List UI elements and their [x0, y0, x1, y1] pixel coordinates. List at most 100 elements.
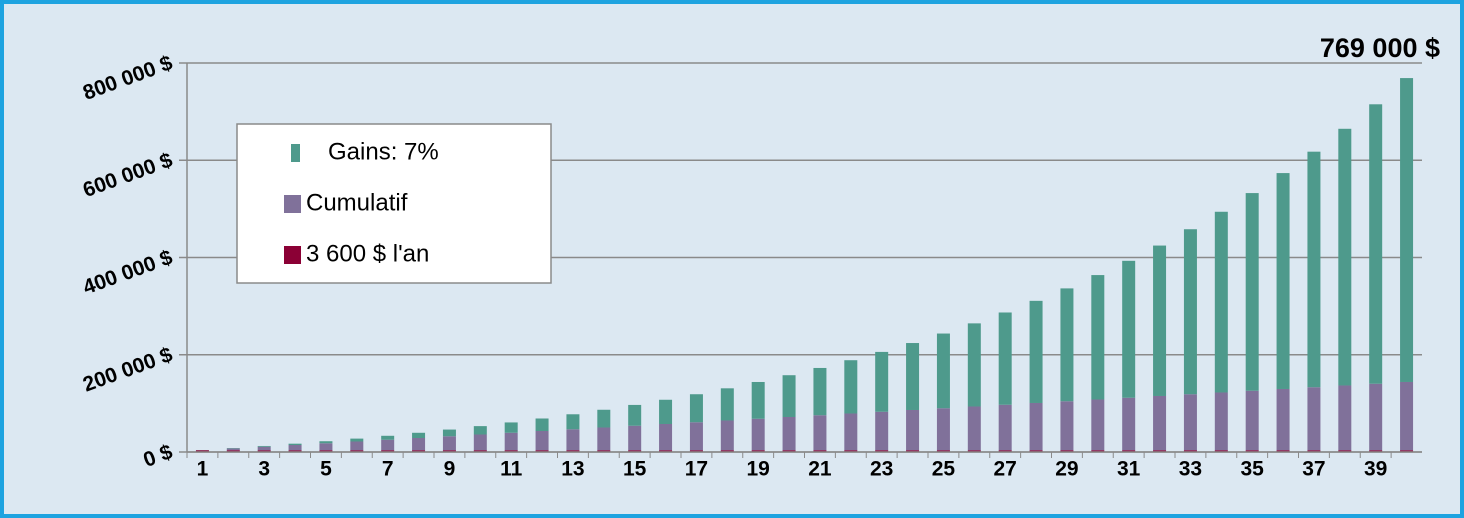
bar-segment: [720, 420, 734, 451]
bar-segment: [844, 360, 858, 414]
bar-segment: [1245, 193, 1259, 391]
bar-segment: [504, 450, 518, 452]
bar-segment: [226, 450, 240, 452]
x-tick-label: 35: [1241, 458, 1265, 481]
bar-segment: [597, 409, 611, 428]
bar-segment: [504, 422, 518, 433]
bar-segment: [350, 450, 364, 452]
bar-segment: [473, 434, 487, 451]
bar-segment: [257, 445, 271, 447]
x-tick-label: 7: [382, 458, 394, 481]
bar-segment: [844, 450, 858, 452]
bar-segment: [473, 426, 487, 435]
bar-segment: [782, 375, 796, 417]
bar-segment: [1183, 450, 1197, 452]
bar-segment: [1029, 402, 1043, 451]
bar-segment: [1153, 450, 1167, 452]
legend-marker: [291, 144, 300, 162]
bar-segment: [195, 450, 209, 452]
x-tick-label: 19: [747, 458, 770, 481]
bar-segment: [1276, 450, 1290, 452]
bar-segment: [1214, 450, 1228, 452]
x-tick-label: 3: [258, 458, 270, 481]
bar-segment: [1122, 397, 1136, 451]
bar-segment: [566, 414, 580, 430]
bar-segment: [412, 432, 426, 438]
x-tick-label: 27: [994, 458, 1017, 481]
bar-segment: [412, 450, 426, 452]
bar-segment: [875, 351, 889, 412]
bar-segment: [751, 450, 765, 452]
bar-segment: [1153, 395, 1167, 451]
bar-segment: [659, 423, 673, 451]
x-tick-label: 11: [500, 458, 523, 481]
bar-segment: [1029, 300, 1043, 403]
bar-segment: [319, 450, 333, 452]
x-tick-label: 23: [870, 458, 893, 481]
bar-segment: [844, 413, 858, 451]
bar-segment: [504, 432, 518, 451]
bar-segment: [875, 411, 889, 451]
x-tick-label: 39: [1364, 458, 1387, 481]
bar-segment: [628, 404, 642, 426]
x-tick-label: 5: [320, 458, 332, 481]
bar-segment: [288, 450, 302, 452]
bar-segment: [751, 381, 765, 419]
bar-segment: [1060, 450, 1074, 452]
bar-segment: [689, 422, 703, 451]
bar-segment: [720, 388, 734, 421]
bar-segment: [381, 439, 395, 451]
bar-segment: [1153, 245, 1167, 396]
annotation: 769 000 $: [1320, 33, 1440, 63]
bar-segment: [906, 409, 920, 451]
bar-segment: [257, 446, 271, 451]
bar-segment: [813, 450, 827, 452]
bar-segment: [689, 394, 703, 423]
bar-segment: [535, 450, 549, 452]
x-tick-label: 33: [1179, 458, 1202, 481]
bar-segment: [1060, 288, 1074, 402]
bar-segment: [628, 450, 642, 452]
bar-segment: [535, 418, 549, 431]
bar-segment: [1091, 275, 1105, 400]
legend-label: 3 600 $ l'an: [306, 240, 429, 267]
bar-segment: [1122, 260, 1136, 398]
bar-segment: [1400, 78, 1414, 382]
x-tick-label: 31: [1117, 458, 1141, 481]
legend-label: Gains: 7%: [328, 138, 439, 165]
legend-marker: [284, 195, 301, 213]
x-tick-label: 21: [808, 458, 832, 481]
bar-segment: [381, 450, 395, 452]
bar-segment: [1338, 450, 1352, 452]
bar-segment: [1122, 450, 1136, 452]
bar-segment: [936, 450, 950, 452]
x-tick-label: 15: [623, 458, 647, 481]
legend-label: Cumulatif: [306, 189, 408, 216]
bar-segment: [659, 399, 673, 424]
bar-segment: [381, 435, 395, 440]
bar-segment: [535, 430, 549, 451]
bar-segment: [1369, 104, 1383, 384]
bar-segment: [597, 450, 611, 452]
bar-segment: [967, 450, 981, 452]
bar-segment: [442, 450, 456, 452]
bar-segment: [906, 450, 920, 452]
bar-segment: [1091, 399, 1105, 451]
bar-segment: [659, 450, 673, 452]
bar-segment: [1060, 401, 1074, 451]
bar-segment: [1029, 450, 1043, 452]
bar-segment: [1400, 381, 1414, 451]
bar-segment: [442, 429, 456, 437]
bar-segment: [226, 448, 240, 451]
bar-segment: [288, 444, 302, 451]
bar-segment: [1183, 229, 1197, 395]
bar-segment: [257, 450, 271, 452]
bar-segment: [597, 427, 611, 451]
bar-segment: [1369, 450, 1383, 452]
legend-marker: [284, 246, 301, 264]
bar-segment: [1338, 128, 1352, 386]
bar-segment: [1214, 211, 1228, 393]
bar-segment: [473, 450, 487, 452]
bar-segment: [1276, 173, 1290, 389]
